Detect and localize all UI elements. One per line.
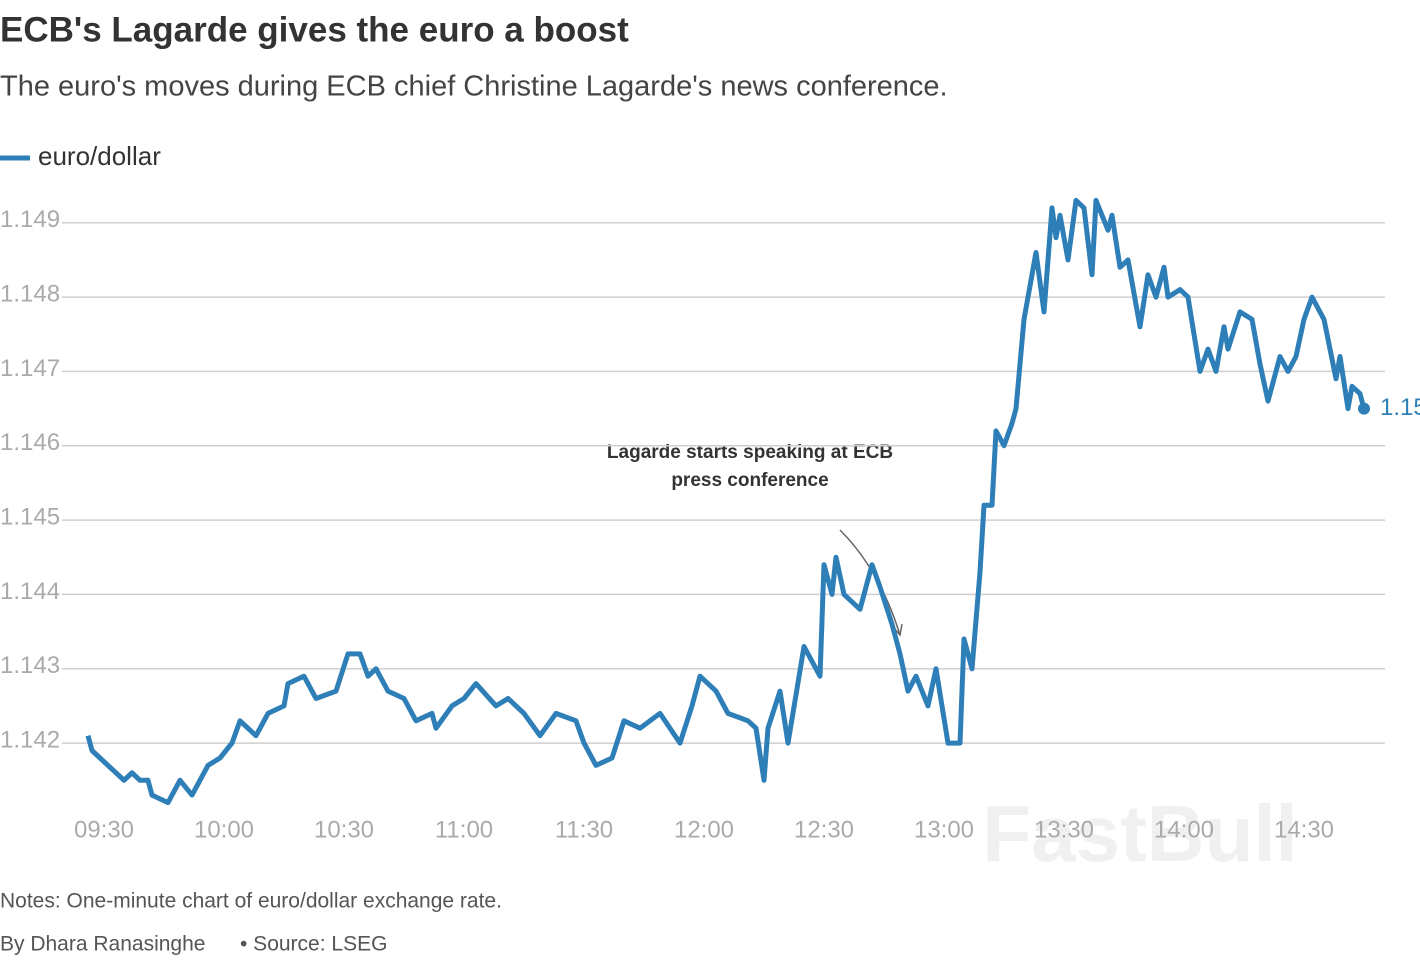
y-tick-label: 1.149 xyxy=(0,206,60,233)
end-dot xyxy=(1358,402,1370,415)
x-tick-label: 11:00 xyxy=(435,816,493,843)
line xyxy=(85,197,1367,806)
source: • Source: LSEG xyxy=(240,933,387,956)
y-tick-label: 1.146 xyxy=(0,429,60,456)
chart-title: ECB's Lagarde gives the euro a boost xyxy=(0,10,629,49)
watermark: FastBull xyxy=(982,789,1298,878)
x-tick-label: 13:30 xyxy=(1034,816,1094,843)
y-tick-label: 1.145 xyxy=(0,503,60,530)
y-tick-label: 1.148 xyxy=(0,280,60,307)
x-tick-label: 09:30 xyxy=(74,816,134,843)
byline: By Dhara Ranasinghe xyxy=(0,933,205,956)
x-tick-label: 11:30 xyxy=(555,816,613,843)
y-tick-label: 1.147 xyxy=(0,355,60,382)
notes: Notes: One-minute chart of euro/dollar e… xyxy=(0,890,502,913)
annotation: press conference xyxy=(671,470,828,491)
y-tick-label: 1.144 xyxy=(0,578,60,605)
x-tick-label: 14:30 xyxy=(1274,816,1334,843)
y-tick-label: 1.142 xyxy=(0,726,60,753)
x-tick-label: 10:00 xyxy=(194,816,254,843)
x-tick-label: 12:00 xyxy=(674,816,734,843)
x-tick-label: 12:30 xyxy=(794,816,854,843)
y-tick-label: 1.143 xyxy=(0,652,60,679)
annotation: Lagarde starts speaking at ECB xyxy=(607,442,893,463)
x-tick-label: 14:00 xyxy=(1154,816,1214,843)
chart-subtitle: The euro's moves during ECB chief Christ… xyxy=(0,71,948,103)
x-tick-label: 10:30 xyxy=(314,816,374,843)
x-tick-label: 13:00 xyxy=(914,816,974,843)
end-label: 1.15 xyxy=(1380,394,1420,421)
legend-label: euro/dollar xyxy=(38,141,161,171)
